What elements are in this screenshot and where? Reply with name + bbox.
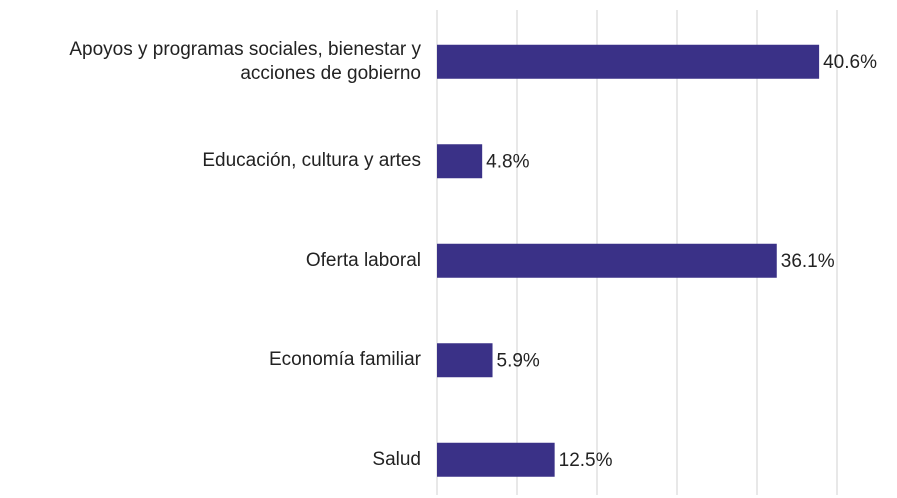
category-label: Salud [372, 448, 421, 470]
category-label: Apoyos y programas sociales, bienestar y… [69, 38, 421, 84]
bar [437, 144, 483, 179]
value-label: 5.9% [497, 350, 540, 371]
bar [437, 442, 555, 477]
value-label: 4.8% [486, 151, 529, 172]
bar [437, 243, 777, 278]
category-label: Oferta laboral [305, 249, 421, 271]
value-label: 36.1% [781, 251, 835, 272]
category-label: Economía familiar [268, 349, 421, 371]
bar [437, 44, 820, 79]
category-label: Educación, cultura y artes [202, 150, 421, 172]
value-label: 12.5% [559, 450, 613, 471]
value-label: 40.6% [823, 52, 877, 73]
bar [437, 343, 493, 378]
